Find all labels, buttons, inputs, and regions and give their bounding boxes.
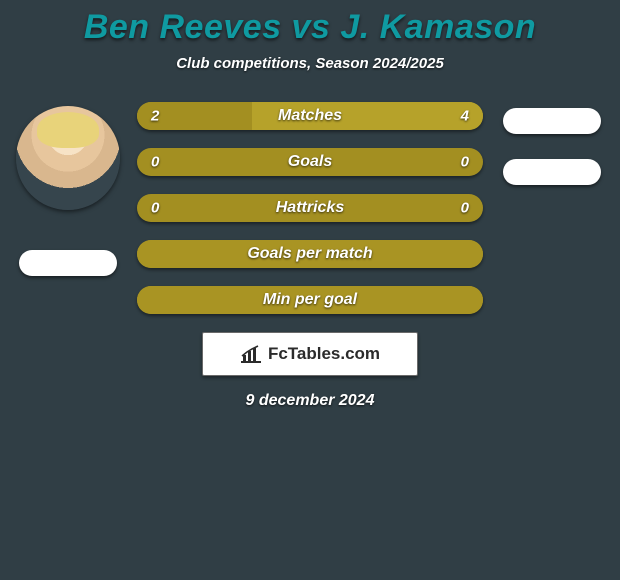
subtitle: Club competitions, Season 2024/2025 (176, 55, 444, 72)
stat-bar: Goals00 (137, 148, 483, 176)
player-right-column (497, 102, 607, 185)
brand-chart-icon (240, 345, 262, 363)
stat-bar: Matches24 (137, 102, 483, 130)
stat-bar: Min per goal (137, 286, 483, 314)
player-right-flag-2 (503, 159, 601, 185)
player-left-avatar (16, 106, 120, 210)
player-left-flag (19, 250, 117, 276)
brand-text: FcTables.com (268, 344, 380, 364)
page-title: Ben Reeves vs J. Kamason (84, 8, 536, 47)
stat-bar: Hattricks00 (137, 194, 483, 222)
content-row: Matches24 Goals00 Hattricks00 Goals per mat… (0, 102, 620, 314)
stat-bars: Matches24 Goals00 Hattricks00 Goals per mat… (137, 102, 483, 314)
stat-bar: Goals per match (137, 240, 483, 268)
brand-box: FcTables.com (202, 332, 418, 376)
player-right-flag-1 (503, 108, 601, 134)
player-left-column (13, 102, 123, 276)
date: 9 december 2024 (246, 392, 375, 410)
brand: FcTables.com (240, 344, 380, 364)
infographic-root: Ben Reeves vs J. Kamason Club competitio… (0, 0, 620, 580)
